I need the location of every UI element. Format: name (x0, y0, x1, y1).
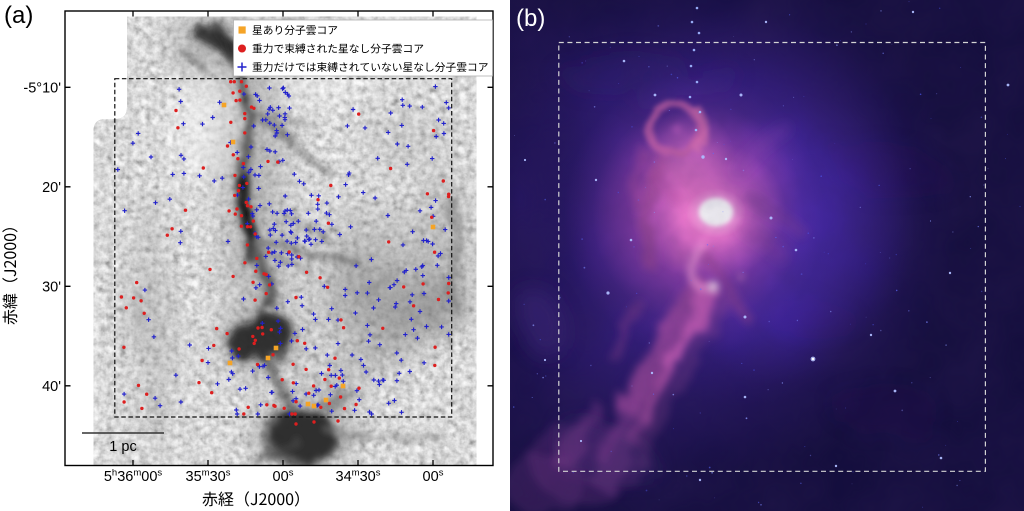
svg-text:1 pc: 1 pc (109, 439, 136, 455)
svg-text:35m30s: 35m30s (186, 468, 231, 486)
svg-text:34m30s: 34m30s (336, 468, 381, 486)
svg-text:20': 20' (42, 180, 61, 196)
svg-text:5h36m00s: 5h36m00s (104, 468, 163, 486)
svg-text:(b): (b) (516, 5, 545, 32)
svg-text:-5°10': -5°10' (23, 80, 61, 96)
svg-text:30': 30' (42, 279, 61, 295)
svg-text:40': 40' (42, 379, 61, 395)
svg-text:00s: 00s (423, 468, 444, 486)
svg-text:00s: 00s (273, 468, 294, 486)
svg-text:(a): (a) (4, 2, 33, 29)
